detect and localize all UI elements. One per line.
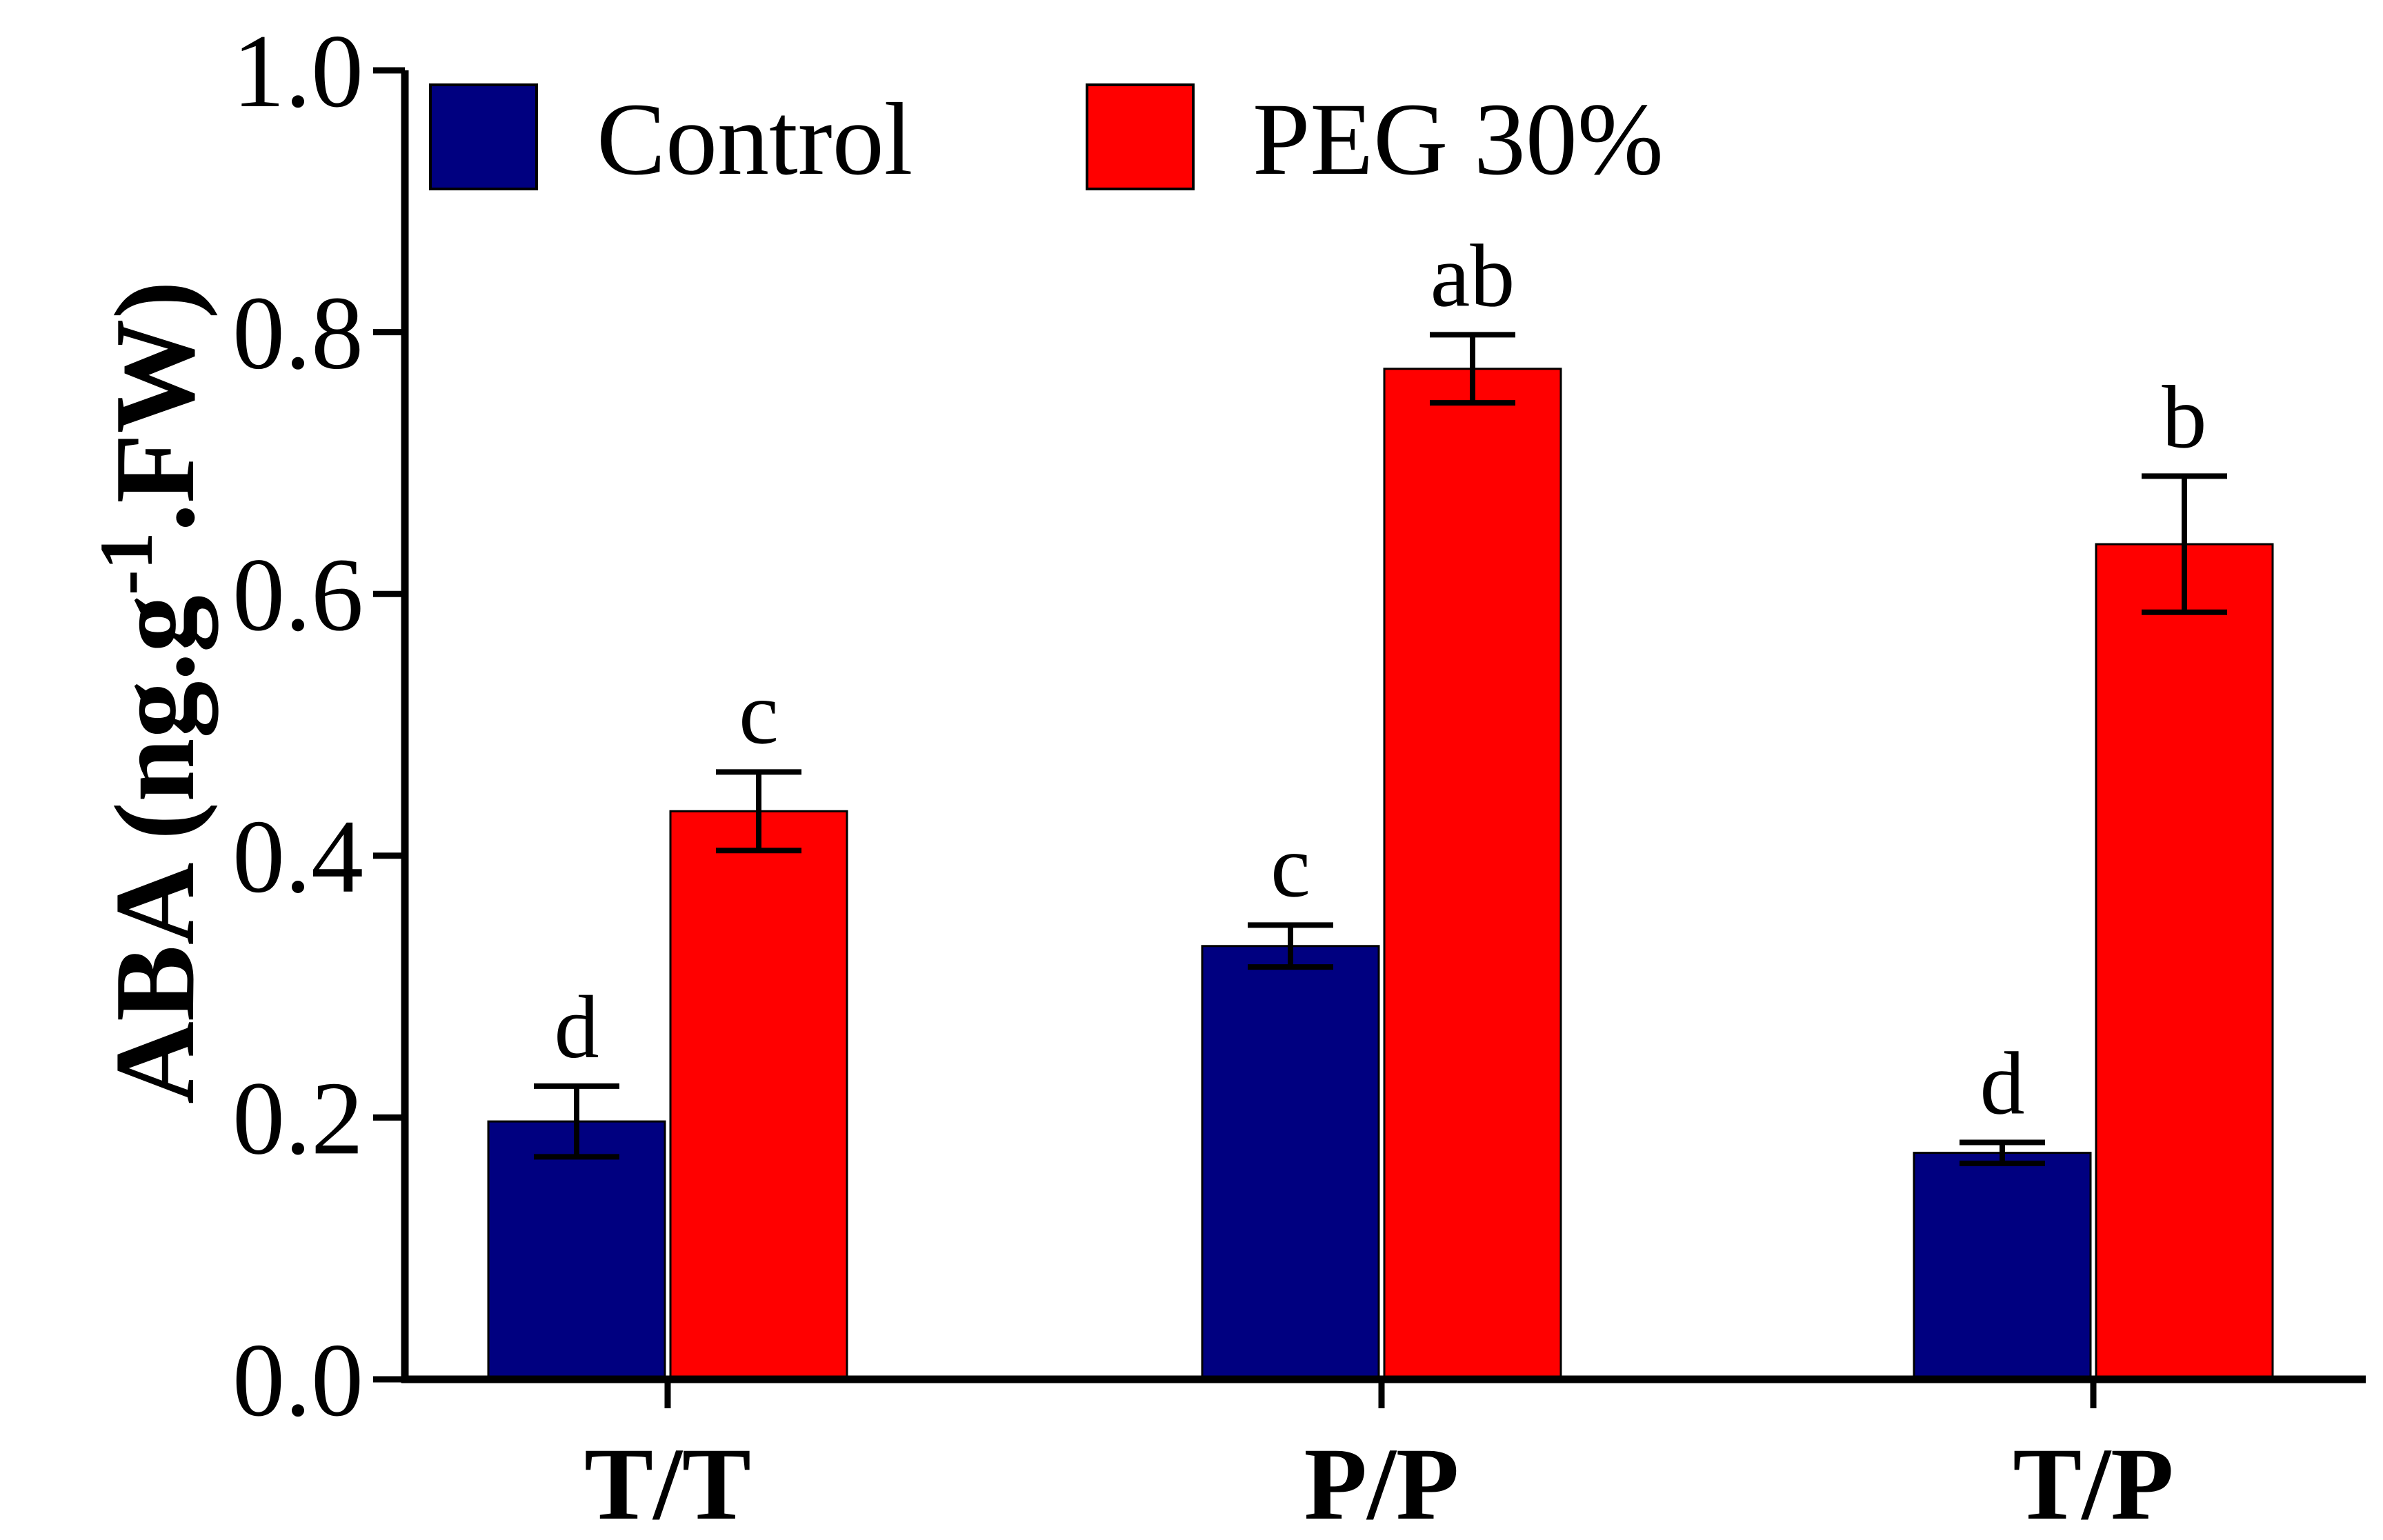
- bar-control-p-p: [1201, 945, 1380, 1381]
- x-category-labels: T/T P/P T/P: [584, 1379, 2174, 1540]
- legend-swatch-control: [429, 83, 538, 190]
- bar-control-t-t: [487, 1120, 666, 1381]
- bar-peg-t-t: [669, 810, 848, 1381]
- y-axis-title-suffix: .FW): [91, 281, 218, 532]
- bars: [487, 368, 2274, 1381]
- error-bars: [534, 332, 2227, 1166]
- y-tick-label: 0.4: [232, 799, 363, 914]
- bar-peg-p-p: [1383, 368, 1562, 1381]
- y-tick-label: 0.8: [232, 275, 363, 391]
- y-axis-title: ABA (ng.g-1.FW): [84, 281, 219, 1104]
- bar-control-t-p: [1913, 1152, 2092, 1381]
- x-category-label: T/P: [2013, 1427, 2173, 1540]
- significance-letter: b: [2162, 368, 2207, 467]
- significance-labels: d c c ab d b: [555, 226, 2207, 1133]
- legend-label-peg: PEG 30%: [1253, 82, 1664, 197]
- x-category-label: T/T: [584, 1427, 751, 1540]
- y-ticks: 0.0 0.2 0.4 0.6 0.8 1.0: [232, 13, 405, 1438]
- y-tick-label: 0.0: [232, 1322, 363, 1438]
- significance-letter: c: [1270, 817, 1310, 916]
- y-axis-title-main: ABA (ng.g: [91, 595, 219, 1104]
- significance-letter: d: [555, 978, 599, 1077]
- y-tick-label: 1.0: [232, 13, 363, 129]
- bar-peg-t-p: [2095, 543, 2274, 1381]
- significance-letter: c: [739, 663, 779, 763]
- legend: Control PEG 30%: [429, 82, 1664, 197]
- y-tick-label: 0.2: [232, 1060, 363, 1176]
- legend-swatch-peg: [1086, 83, 1195, 190]
- x-category-label: P/P: [1304, 1427, 1459, 1540]
- significance-letter: ab: [1430, 226, 1515, 326]
- significance-letter: d: [1980, 1034, 2025, 1133]
- y-axis-title-superscript: -1: [84, 532, 168, 595]
- legend-label-control: Control: [597, 82, 913, 197]
- y-tick-label: 0.6: [232, 537, 363, 652]
